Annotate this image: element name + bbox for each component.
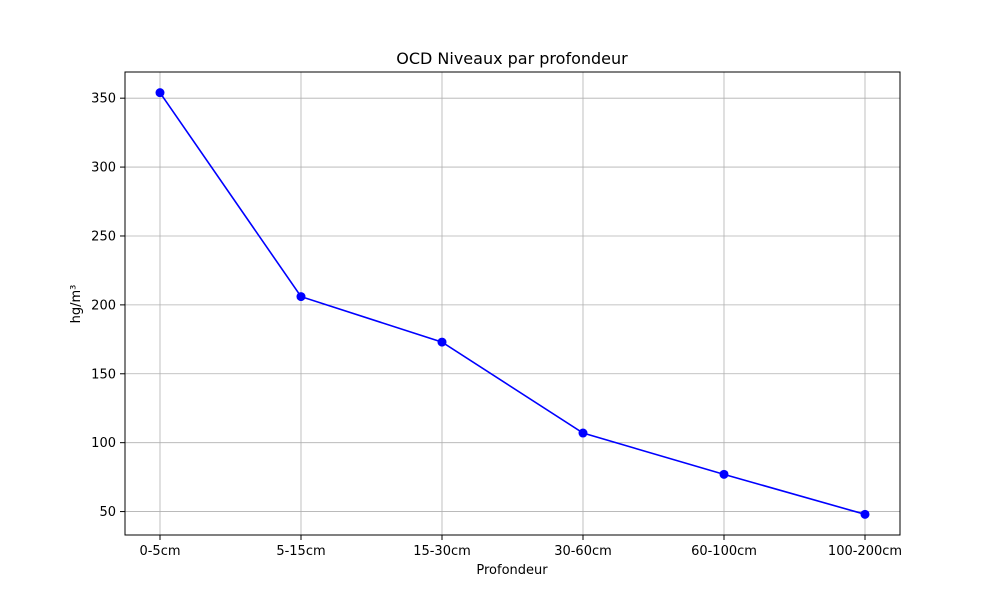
x-tick-label: 15-30cm — [413, 544, 471, 559]
data-point — [155, 88, 165, 98]
y-tick-label: 50 — [99, 505, 116, 520]
data-point — [860, 509, 870, 519]
axes: 0-5cm 5-15cm 15-30cm 30-60cm 60-100cm 100-200… — [91, 92, 902, 559]
y-tick-label: 250 — [91, 229, 116, 244]
x-tick-label: 100-200cm — [828, 544, 902, 559]
y-tick-label: 300 — [91, 161, 116, 176]
x-tick-label: 30-60cm — [554, 544, 612, 559]
x-tick-label: 60-100cm — [691, 544, 757, 559]
x-axis-label: Profondeur — [476, 563, 548, 578]
series-layer — [155, 88, 870, 519]
y-tick-label: 100 — [91, 436, 116, 451]
y-axis-label: hg/m³ — [69, 285, 84, 324]
data-point — [578, 428, 588, 438]
grid-lines — [125, 72, 900, 535]
data-point — [719, 469, 729, 479]
data-point — [296, 292, 306, 302]
x-tick-label: 0-5cm — [139, 544, 180, 559]
y-tick-label: 150 — [91, 367, 116, 382]
x-tick-label: 5-15cm — [276, 544, 325, 559]
series-line — [159, 92, 866, 516]
chart-title: OCD Niveaux par profondeur — [396, 49, 628, 68]
y-tick-label: 350 — [91, 92, 116, 107]
data-point — [437, 337, 447, 347]
y-tick-label: 200 — [91, 298, 116, 313]
plot-area-frame — [124, 71, 901, 536]
